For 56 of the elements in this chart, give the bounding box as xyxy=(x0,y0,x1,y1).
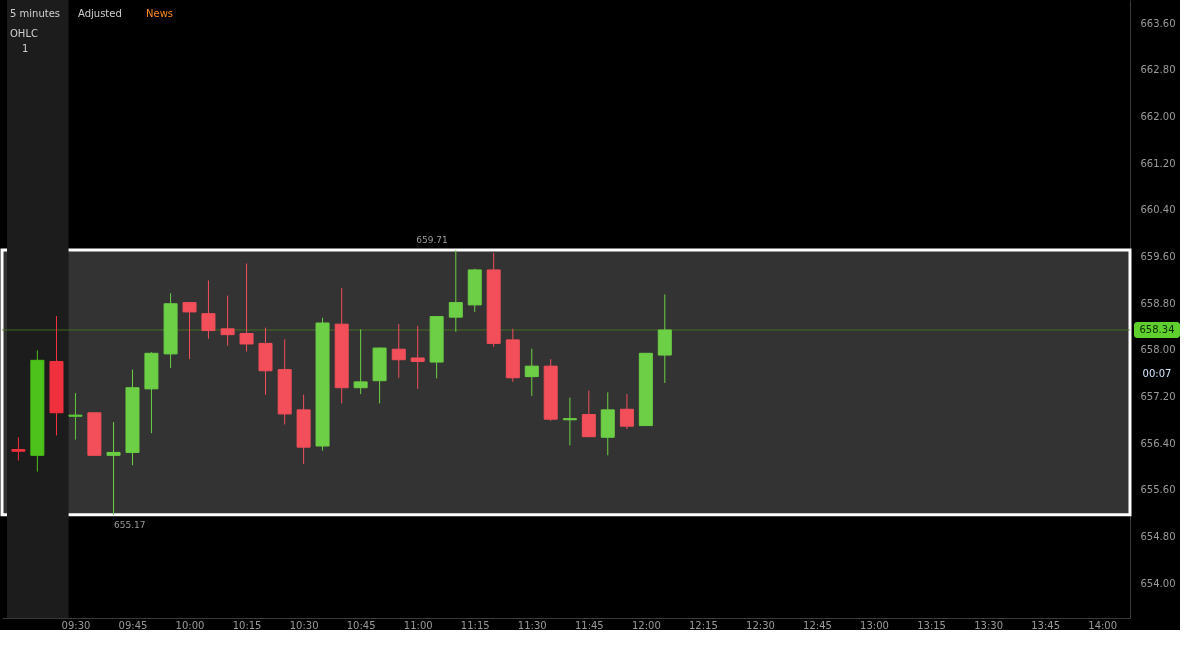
candlestick xyxy=(619,393,634,430)
candlestick xyxy=(220,295,235,347)
candlestick xyxy=(353,328,368,395)
x-tick-label: 10:15 xyxy=(232,619,262,631)
x-tick-label: 13:00 xyxy=(860,619,889,631)
candlestick xyxy=(68,392,83,441)
x-tick-label: 14:00 xyxy=(1088,619,1118,631)
annotation: OHLC xyxy=(10,28,38,39)
annotation: Adjusted xyxy=(78,8,122,19)
annotation: 655.17 xyxy=(114,519,146,530)
y-tick-label: 658.00 xyxy=(1140,344,1176,356)
x-tick-label: 13:15 xyxy=(917,619,946,631)
candlestick xyxy=(524,348,539,397)
text: 00:07 xyxy=(1142,368,1172,379)
x-tick-label: 12:15 xyxy=(688,619,718,631)
candlestick xyxy=(106,421,121,516)
x-tick-label: 09:30 xyxy=(61,619,91,631)
candlestick xyxy=(562,397,577,446)
x-tick-label: 13:30 xyxy=(974,619,1004,631)
x-tick-label: 11:45 xyxy=(574,619,604,631)
y-tick-label: 659.60 xyxy=(1140,251,1176,263)
y-tick-label: 658.80 xyxy=(1140,297,1176,309)
annotation: 1 xyxy=(22,43,29,54)
x-tick-label: 12:30 xyxy=(746,619,775,631)
x-tick-label: 10:00 xyxy=(175,619,205,631)
y-tick-label: 661.20 xyxy=(1140,157,1176,169)
ref-line-label: 658.34 xyxy=(1139,323,1175,335)
y-tick-label: 660.40 xyxy=(1140,204,1176,216)
y-tick-label: 662.80 xyxy=(1140,64,1176,76)
x-tick-label: 11:00 xyxy=(403,619,433,631)
candlestick xyxy=(581,390,596,438)
x-tick-label: 11:30 xyxy=(517,619,547,631)
x-tick-label: 11:15 xyxy=(460,619,490,631)
y-tick-label: 654.00 xyxy=(1140,577,1176,589)
y-tick-label: 656.40 xyxy=(1140,437,1176,449)
x-tick-label: 10:30 xyxy=(289,619,319,631)
x-tick-label: 13:45 xyxy=(1031,619,1061,631)
x-tick-label: 10:45 xyxy=(346,619,376,631)
candlestick xyxy=(182,301,197,360)
x-tick-label: 12:00 xyxy=(631,619,661,631)
candlestick xyxy=(11,436,26,462)
candlestick xyxy=(239,263,254,353)
annotation: News xyxy=(146,8,174,19)
candlestick xyxy=(448,249,463,333)
y-tick-label: 655.60 xyxy=(1140,484,1176,496)
y-tick-label: 662.00 xyxy=(1140,111,1176,123)
candlestick xyxy=(410,325,425,390)
y-tick-label: 663.60 xyxy=(1140,17,1176,29)
annotation: 659.71 xyxy=(416,235,448,246)
candlestick xyxy=(201,279,216,340)
x-tick-label: 09:45 xyxy=(118,619,148,631)
annotation: 5 minutes xyxy=(10,8,61,19)
x-tick-label: 12:45 xyxy=(803,619,832,631)
y-tick-label: 654.80 xyxy=(1140,530,1176,542)
candlestick xyxy=(391,323,406,379)
y-tick-label: 657.20 xyxy=(1140,390,1176,402)
